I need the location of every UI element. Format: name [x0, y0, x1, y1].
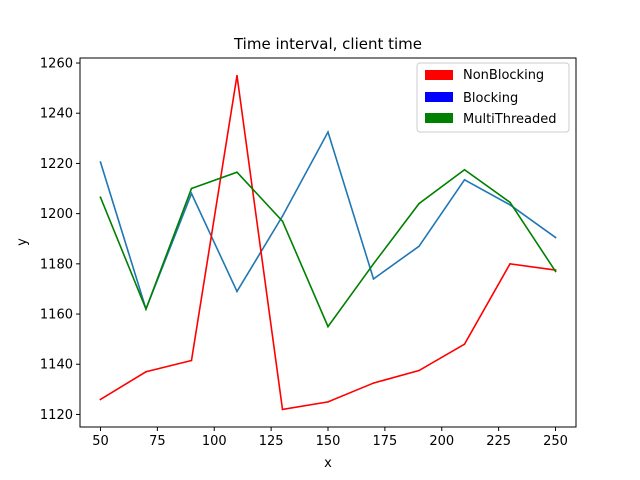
data-point — [99, 398, 102, 401]
series-0 — [99, 129, 557, 312]
series-1 — [99, 74, 557, 411]
x-axis-label: x — [324, 456, 332, 471]
data-point — [236, 171, 238, 174]
data-point — [463, 343, 466, 345]
x-tick-label: 50 — [92, 434, 109, 449]
legend-swatch-blocking — [425, 92, 453, 102]
series-layer — [99, 74, 557, 411]
legend-label-nonblocking: NonBlocking — [463, 68, 544, 83]
y-tick-label: 1200 — [40, 207, 73, 222]
legend-label-multithreaded: MultiThreaded — [463, 112, 556, 127]
data-point — [236, 74, 238, 77]
y-axis-label: y — [15, 238, 30, 246]
y-tick-label: 1260 — [40, 57, 73, 72]
x-axis-ticks: 50 75 100 125 150 175 200 225 250 — [92, 427, 568, 449]
y-tick-label: 1180 — [40, 257, 73, 272]
data-point — [554, 236, 557, 239]
y-tick-label: 1240 — [40, 107, 73, 122]
legend-swatch-nonblocking — [425, 70, 453, 80]
data-point — [418, 202, 420, 205]
x-tick-label: 150 — [316, 434, 341, 449]
legend: NonBlocking Blocking MultiThreaded — [416, 62, 570, 133]
legend-swatch-multithreaded — [425, 113, 453, 123]
data-point — [554, 270, 557, 273]
data-point — [463, 168, 466, 171]
y-tick-label: 1140 — [40, 358, 73, 373]
x-tick-label: 75 — [149, 434, 166, 449]
x-tick-label: 200 — [429, 434, 454, 449]
x-tick-label: 250 — [543, 434, 568, 449]
data-point — [418, 369, 420, 372]
data-point — [509, 263, 511, 265]
data-point — [372, 278, 375, 280]
data-point — [327, 325, 329, 328]
chart-title: Time interval, client time — [233, 35, 422, 53]
data-point — [145, 370, 147, 373]
data-point — [190, 192, 193, 195]
x-tick-label: 125 — [259, 434, 284, 449]
legend-box — [416, 62, 570, 133]
x-tick-label: 225 — [486, 434, 511, 449]
legend-label-blocking: Blocking — [463, 91, 518, 106]
y-tick-label: 1160 — [40, 308, 73, 323]
data-point — [99, 161, 102, 163]
data-point — [236, 290, 238, 293]
data-point — [145, 308, 147, 310]
data-point — [463, 178, 466, 181]
y-tick-label: 1120 — [40, 408, 73, 423]
x-tick-label: 100 — [202, 434, 227, 449]
data-point — [281, 215, 284, 217]
plot-area-frame — [79, 57, 577, 428]
y-axis-ticks: 1120 1140 1160 1180 1200 1220 1240 1260 — [40, 57, 80, 423]
data-point — [509, 204, 511, 206]
data-point — [372, 263, 375, 265]
x-tick-label: 175 — [372, 434, 397, 449]
data-point — [190, 187, 193, 190]
data-point — [509, 201, 511, 204]
series-2 — [99, 168, 557, 329]
data-point — [327, 401, 329, 403]
data-point — [281, 408, 284, 411]
data-point — [99, 196, 102, 199]
data-point — [372, 382, 375, 384]
y-tick-label: 1220 — [40, 157, 73, 172]
data-point — [418, 245, 420, 248]
data-point — [327, 131, 329, 133]
data-point — [281, 220, 284, 222]
data-point — [190, 359, 193, 362]
